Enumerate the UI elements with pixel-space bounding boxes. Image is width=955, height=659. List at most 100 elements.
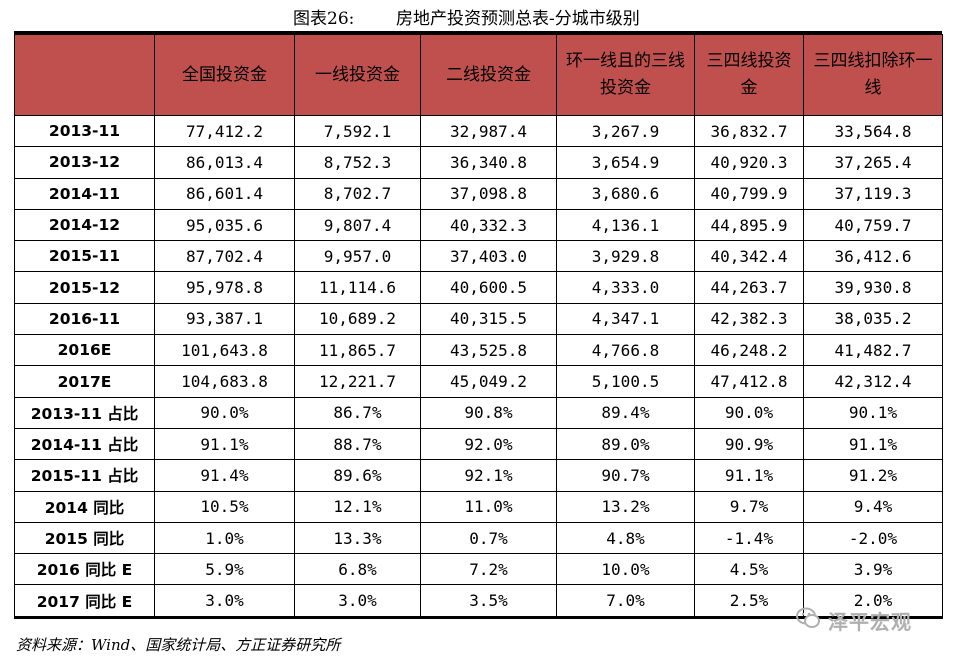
value-cell: 36,412.6	[803, 240, 943, 273]
value-cell: 5.9%	[154, 553, 295, 586]
value-cell: 9,807.4	[294, 208, 421, 242]
value-cell: 44,895.9	[694, 208, 804, 242]
value-cell: 3.5%	[420, 584, 557, 619]
value-cell: 91.2%	[803, 459, 943, 492]
value-cell: 90.7%	[556, 459, 695, 492]
value-cell: 12,221.7	[294, 365, 421, 398]
header-cell: 二线投资金	[420, 34, 557, 116]
value-cell: 4,136.1	[556, 208, 695, 242]
row-label-cell: 2014-11 占比	[14, 427, 155, 461]
row-label-cell: 2014-12	[14, 208, 155, 242]
value-cell: 87,702.4	[154, 240, 295, 273]
table-header-row: 全国投资金 一线投资金 二线投资金 环一线且的三线投资金 三四线投资金 三四线扣…	[14, 34, 943, 116]
table-row: 2015-12 95,978.8 11,114.6 40,600.5 4,333.0 44…	[14, 271, 943, 304]
table-row: 2016E 101,643.8 11,865.7 43,525.8 4,766.8 46,…	[14, 334, 943, 367]
value-cell: 37,403.0	[420, 240, 557, 273]
table-row: 2013-11 占比 90.0% 86.7% 90.8% 89.4% 90.0% 90.1%	[14, 396, 943, 429]
value-cell: 6.8%	[294, 553, 421, 586]
row-label-cell: 2016E	[14, 334, 155, 367]
table-row: 2013-11 77,412.2 7,592.1 32,987.4 3,267.9 36,…	[14, 114, 943, 148]
value-cell: 4,347.1	[556, 302, 695, 336]
value-cell: 77,412.2	[154, 114, 295, 148]
forecast-table: 全国投资金 一线投资金 二线投资金 环一线且的三线投资金 三四线投资金 三四线扣…	[14, 34, 943, 619]
value-cell: 5,100.5	[556, 365, 695, 398]
value-cell: 4,766.8	[556, 334, 695, 367]
value-cell: 41,482.7	[803, 334, 943, 367]
value-cell: 86,013.4	[154, 146, 295, 179]
value-cell: 37,098.8	[420, 177, 557, 210]
value-cell: 89.4%	[556, 396, 695, 429]
table-row: 2016 同比 E 5.9% 6.8% 7.2% 10.0% 4.5% 3.9%	[14, 553, 943, 586]
row-label-cell: 2015 同比	[14, 521, 155, 555]
row-label-cell: 2013-12	[14, 146, 155, 179]
value-cell: 36,340.8	[420, 146, 557, 179]
table-row: 2013-12 86,013.4 8,752.3 36,340.8 3,654.9 40,…	[14, 146, 943, 179]
row-label-cell: 2017E	[14, 365, 155, 398]
value-cell: 89.6%	[294, 459, 421, 492]
value-cell: 11,865.7	[294, 334, 421, 367]
value-cell: 32,987.4	[420, 114, 557, 148]
value-cell: 93,387.1	[154, 302, 295, 336]
value-cell: 46,248.2	[694, 334, 804, 367]
value-cell: 33,564.8	[803, 114, 943, 148]
table-body: 2013-11 77,412.2 7,592.1 32,987.4 3,267.9 36,…	[14, 114, 943, 619]
value-cell: 0.7%	[420, 521, 557, 555]
top-rule	[14, 31, 942, 34]
value-cell: 88.7%	[294, 427, 421, 461]
value-cell: 9.7%	[694, 490, 804, 523]
value-cell: 89.0%	[556, 427, 695, 461]
value-cell: 90.0%	[154, 396, 295, 429]
value-cell: 9,957.0	[294, 240, 421, 273]
value-cell: 11,114.6	[294, 271, 421, 304]
value-cell: 40,759.7	[803, 208, 943, 242]
value-cell: 91.1%	[154, 427, 295, 461]
value-cell: 40,332.3	[420, 208, 557, 242]
row-label-cell: 2015-12	[14, 271, 155, 304]
table-row: 2016-11 93,387.1 10,689.2 40,315.5 4,347.1 42…	[14, 302, 943, 336]
value-cell: 92.1%	[420, 459, 557, 492]
value-cell: 38,035.2	[803, 302, 943, 336]
table-row: 2015-11 87,702.4 9,957.0 37,403.0 3,929.8 40,…	[14, 240, 943, 273]
row-label-cell: 2014-11	[14, 177, 155, 210]
row-label-cell: 2014 同比	[14, 490, 155, 523]
value-cell: 10.5%	[154, 490, 295, 523]
value-cell: 45,049.2	[420, 365, 557, 398]
watermark-text: 泽平宏观	[828, 610, 912, 634]
table-row: 2017 同比 E 3.0% 3.0% 3.5% 7.0% 2.5% 2.0%	[14, 584, 943, 619]
value-cell: 43,525.8	[420, 334, 557, 367]
value-cell: 91.4%	[154, 459, 295, 492]
figure-label: 图表26:	[293, 9, 355, 29]
value-cell: -2.0%	[803, 521, 943, 555]
value-cell: 91.1%	[803, 427, 943, 461]
value-cell: 40,600.5	[420, 271, 557, 304]
value-cell: 90.8%	[420, 396, 557, 429]
value-cell: 8,752.3	[294, 146, 421, 179]
value-cell: 90.0%	[694, 396, 804, 429]
row-label-cell: 2015-11 占比	[14, 459, 155, 492]
table-row: 2014-11 86,601.4 8,702.7 37,098.8 3,680.6 40,…	[14, 177, 943, 210]
value-cell: 3,654.9	[556, 146, 695, 179]
value-cell: 36,832.7	[694, 114, 804, 148]
value-cell: 2.5%	[694, 584, 804, 619]
value-cell: 104,683.8	[154, 365, 295, 398]
value-cell: 86.7%	[294, 396, 421, 429]
value-cell: 2.0%	[803, 584, 943, 619]
value-cell: -1.4%	[694, 521, 804, 555]
value-cell: 4,333.0	[556, 271, 695, 304]
value-cell: 4.5%	[694, 553, 804, 586]
wechat-logo-icon	[796, 607, 820, 628]
watermark: 泽平宏观	[795, 600, 945, 640]
value-cell: 3,680.6	[556, 177, 695, 210]
value-cell: 39,930.8	[803, 271, 943, 304]
value-cell: 40,920.3	[694, 146, 804, 179]
value-cell: 10.0%	[556, 553, 695, 586]
row-label-cell: 2016 同比 E	[14, 553, 155, 586]
value-cell: 13.2%	[556, 490, 695, 523]
value-cell: 91.1%	[694, 459, 804, 492]
value-cell: 4.8%	[556, 521, 695, 555]
value-cell: 95,978.8	[154, 271, 295, 304]
table-row: 2017E 104,683.8 12,221.7 45,049.2 5,100.5 47,…	[14, 365, 943, 398]
value-cell: 11.0%	[420, 490, 557, 523]
row-label-cell: 2013-11 占比	[14, 396, 155, 429]
value-cell: 10,689.2	[294, 302, 421, 336]
